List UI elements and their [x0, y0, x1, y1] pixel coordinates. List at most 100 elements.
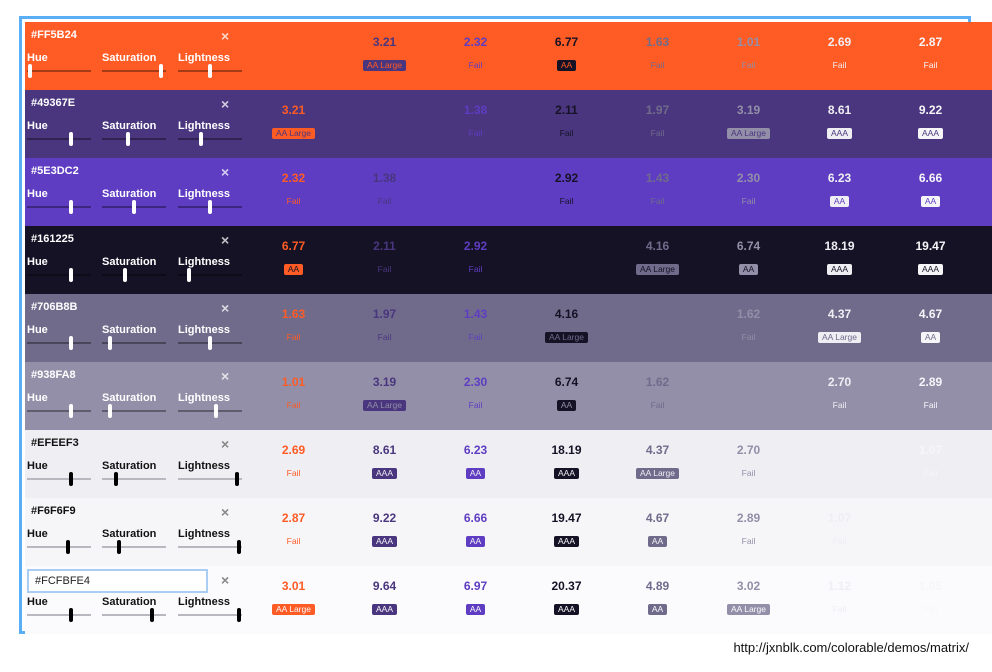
slider-thumb[interactable] — [108, 336, 112, 350]
rating-badge-wrap: AA — [430, 531, 521, 549]
slider-thumb[interactable] — [66, 540, 70, 554]
slider-thumb[interactable] — [123, 268, 127, 282]
rating-badge-wrap: Fail — [339, 327, 430, 345]
hex-input[interactable] — [27, 569, 208, 593]
slider-thumb[interactable] — [126, 132, 130, 146]
close-icon[interactable]: × — [221, 28, 230, 44]
close-icon[interactable]: × — [221, 504, 230, 520]
contrast-ratio: 2.70 — [736, 443, 761, 457]
saturation-slider[interactable] — [102, 336, 166, 350]
lightness-slider[interactable] — [178, 200, 242, 214]
close-icon[interactable]: × — [221, 572, 230, 588]
slider-thumb[interactable] — [199, 132, 203, 146]
hex-value[interactable]: #938FA8 — [31, 369, 76, 381]
close-icon[interactable]: × — [221, 436, 230, 452]
rating-badge: AA — [465, 468, 486, 479]
slider-thumb[interactable] — [69, 268, 73, 282]
hex-value[interactable]: #EFEEF3 — [31, 437, 79, 449]
hue-slider[interactable] — [27, 268, 91, 282]
slider-thumb[interactable] — [236, 608, 241, 622]
close-icon[interactable]: × — [221, 96, 230, 112]
hue-slider[interactable] — [27, 540, 91, 554]
contrast-cell: 1.07 Fail — [885, 430, 976, 498]
slider-thumb[interactable] — [132, 200, 136, 214]
rating-badge-wrap: Fail — [885, 463, 976, 481]
saturation-slider[interactable] — [102, 64, 166, 78]
slider-thumb[interactable] — [69, 404, 73, 418]
slider-thumb[interactable] — [69, 200, 73, 214]
contrast-cell: 2.89 Fail — [703, 498, 794, 566]
slider-thumb[interactable] — [235, 472, 239, 486]
contrast-cell: 1.05 Fail — [885, 566, 976, 634]
close-icon[interactable]: × — [221, 368, 230, 384]
rating-badge: AA — [738, 264, 759, 275]
slider-thumb[interactable] — [208, 200, 212, 214]
hue-slider[interactable] — [27, 132, 91, 146]
slider-thumb[interactable] — [214, 404, 218, 418]
slider-thumb[interactable] — [69, 472, 73, 486]
slider-thumb[interactable] — [208, 336, 212, 350]
hex-value[interactable]: #F6F6F9 — [31, 505, 76, 517]
hex-value[interactable]: #5E3DC2 — [31, 165, 79, 177]
rating-badge-wrap: Fail — [430, 55, 521, 73]
rating-badge-wrap: AAA — [521, 531, 612, 549]
rating-badge-wrap: AAA — [521, 599, 612, 617]
contrast-cell: 4.16 AA Large — [521, 294, 612, 362]
lightness-slider[interactable] — [178, 540, 242, 554]
saturation-slider[interactable] — [102, 404, 166, 418]
rating-badge: Fail — [650, 400, 665, 410]
hex-value[interactable]: #706B8B — [31, 301, 78, 313]
slider-thumb[interactable] — [236, 540, 241, 554]
slider-thumb[interactable] — [69, 132, 73, 146]
rating-badge-wrap: Fail — [248, 531, 339, 549]
contrast-cell: 1.05 Fail — [976, 498, 992, 566]
lightness-slider[interactable] — [178, 268, 242, 282]
contrast-ratio: 3.02 — [976, 375, 992, 389]
lightness-slider[interactable] — [178, 472, 242, 486]
hue-slider[interactable] — [27, 472, 91, 486]
rating-badge: AA — [283, 264, 304, 275]
slider-thumb[interactable] — [159, 64, 163, 78]
lightness-slider[interactable] — [178, 132, 242, 146]
contrast-ratio: 2.11 — [373, 239, 396, 253]
lightness-slider[interactable] — [178, 608, 242, 622]
hue-label: Hue — [27, 460, 48, 472]
close-icon[interactable]: × — [221, 232, 230, 248]
lightness-slider[interactable] — [178, 336, 242, 350]
rating-badge: AAA — [553, 536, 579, 547]
saturation-slider[interactable] — [102, 200, 166, 214]
saturation-slider[interactable] — [102, 132, 166, 146]
close-icon[interactable]: × — [221, 300, 230, 316]
slider-thumb[interactable] — [69, 608, 73, 622]
saturation-slider[interactable] — [102, 540, 166, 554]
slider-thumb[interactable] — [108, 404, 112, 418]
hue-slider[interactable] — [27, 608, 91, 622]
slider-thumb[interactable] — [28, 64, 33, 78]
hue-slider[interactable] — [27, 200, 91, 214]
slider-thumb[interactable] — [69, 336, 73, 350]
rating-badge: Fail — [923, 400, 938, 410]
saturation-slider[interactable] — [102, 608, 166, 622]
slider-thumb[interactable] — [187, 268, 191, 282]
slider-thumb[interactable] — [150, 608, 154, 622]
hex-value[interactable]: #161225 — [31, 233, 74, 245]
saturation-slider[interactable] — [102, 268, 166, 282]
hue-slider[interactable] — [27, 404, 91, 418]
contrast-ratio: 8.61 — [827, 103, 852, 117]
hex-value[interactable]: #49367E — [31, 97, 76, 109]
hue-slider[interactable] — [27, 64, 91, 78]
rating-badge: AA Large — [545, 332, 588, 343]
slider-thumb[interactable] — [114, 472, 118, 486]
hex-value[interactable]: #FF5B24 — [31, 29, 77, 41]
slider-thumb[interactable] — [208, 64, 212, 78]
saturation-slider[interactable] — [102, 472, 166, 486]
contrast-cell: 3.21 AA Large — [248, 90, 339, 158]
contrast-cell: 19.47 AAA — [885, 226, 976, 294]
lightness-slider[interactable] — [178, 64, 242, 78]
rating-badge: AA Large — [727, 128, 770, 139]
close-icon[interactable]: × — [221, 164, 230, 180]
slider-thumb[interactable] — [117, 540, 121, 554]
saturation-label: Saturation — [102, 120, 157, 132]
hue-slider[interactable] — [27, 336, 91, 350]
lightness-slider[interactable] — [178, 404, 242, 418]
